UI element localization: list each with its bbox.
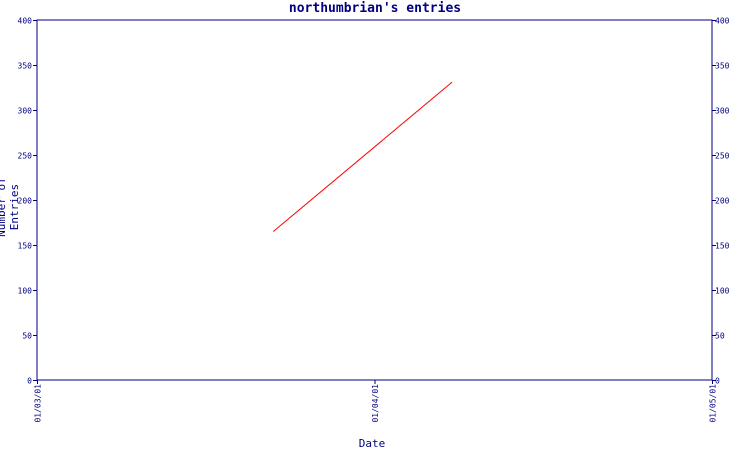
y-tick-label-left: 300 xyxy=(18,107,33,116)
y-tick-label-left: 250 xyxy=(18,152,33,161)
y-tick-label-left: 200 xyxy=(18,197,33,206)
y-tick-label-right: 100 xyxy=(715,287,730,296)
y-tick-label-right: 300 xyxy=(715,107,730,116)
y-tick-label-left: 50 xyxy=(22,332,32,341)
x-tick-label: 01/04/01 xyxy=(371,384,380,423)
chart-title: northumbrian's entries xyxy=(288,1,462,16)
plot-frame xyxy=(36,19,713,381)
x-tick-label: 01/03/01 xyxy=(34,384,43,423)
y-tick-label-left: 400 xyxy=(18,17,33,26)
x-tick-label: 01/05/01 xyxy=(709,384,718,423)
y-tick-label-right: 200 xyxy=(715,197,730,206)
y-tick-label-left: 0 xyxy=(27,377,32,386)
y-tick-label-right: 400 xyxy=(715,17,730,26)
y-tick-label-right: 0 xyxy=(715,377,720,386)
y-tick-label-right: 350 xyxy=(715,62,730,71)
y-tick-label-right: 50 xyxy=(715,332,725,341)
x-axis-label: Date xyxy=(358,437,386,450)
series-line xyxy=(272,81,453,232)
y-tick-label-left: 350 xyxy=(18,62,33,71)
y-tick-label-right: 150 xyxy=(715,242,730,251)
y-tick-label-left: 150 xyxy=(18,242,33,251)
y-tick-label-right: 250 xyxy=(715,152,730,161)
y-tick-label-left: 100 xyxy=(18,287,33,296)
